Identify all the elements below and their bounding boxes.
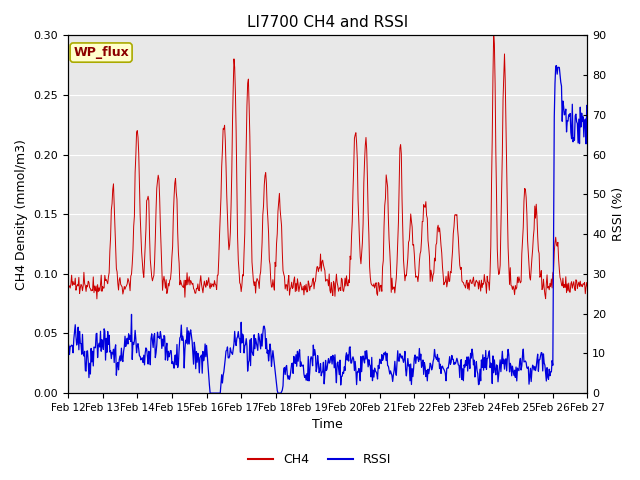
Text: WP_flux: WP_flux bbox=[73, 46, 129, 59]
X-axis label: Time: Time bbox=[312, 419, 343, 432]
Legend: CH4, RSSI: CH4, RSSI bbox=[243, 448, 397, 471]
Y-axis label: CH4 Density (mmol/m3): CH4 Density (mmol/m3) bbox=[15, 139, 28, 289]
Y-axis label: RSSI (%): RSSI (%) bbox=[612, 187, 625, 241]
Title: LI7700 CH4 and RSSI: LI7700 CH4 and RSSI bbox=[247, 15, 408, 30]
